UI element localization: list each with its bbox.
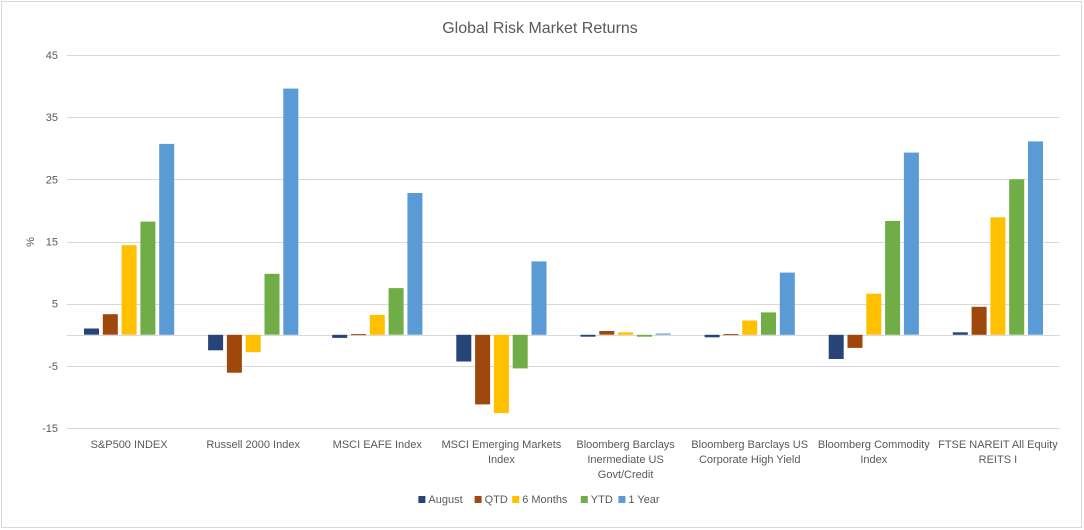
- y-tick-label: 45: [46, 50, 58, 62]
- x-category-label: REITS I: [979, 454, 1018, 466]
- bar: [990, 217, 1006, 335]
- legend-swatch: [580, 496, 588, 503]
- bar: [866, 293, 882, 335]
- x-category-label: Index: [860, 454, 887, 466]
- bar: [264, 273, 280, 335]
- legend-swatch: [418, 496, 426, 503]
- bar: [952, 332, 968, 335]
- y-axis-label: %: [25, 237, 37, 247]
- legend: August QTD 6 Months YTD 1 Year: [418, 494, 660, 506]
- bar: [828, 334, 844, 359]
- x-category-label: Bloomberg Barclays: [576, 439, 675, 451]
- x-category-label: Bloomberg Barclays US: [691, 439, 808, 451]
- legend-swatch: [512, 496, 520, 503]
- x-category-label: Russell 2000 Index: [206, 439, 300, 451]
- chart-title: Global Risk Market Returns: [442, 20, 638, 37]
- legend-label: QTD: [485, 494, 508, 506]
- y-tick-label: -15: [42, 423, 58, 435]
- bar: [283, 88, 299, 335]
- bar: [704, 334, 720, 338]
- bar: [351, 334, 366, 336]
- bar: [1009, 179, 1025, 335]
- x-category-label: Govt/Credit: [598, 469, 654, 481]
- x-category-label: Inermediate US: [587, 454, 663, 466]
- y-tick-label: 15: [46, 237, 58, 249]
- bar: [159, 143, 175, 335]
- y-tick-label: 35: [46, 112, 58, 124]
- bar: [903, 152, 919, 335]
- bar: [84, 328, 99, 335]
- bar: [407, 193, 423, 335]
- y-tick-label: 5: [52, 299, 58, 311]
- x-category-label: S&P500 INDEX: [91, 439, 169, 451]
- bar: [723, 334, 739, 336]
- bar: [618, 332, 634, 335]
- x-category-label: Index: [488, 454, 515, 466]
- bar: [885, 221, 901, 335]
- bar: [636, 334, 652, 337]
- y-tick-label: -5: [48, 361, 58, 373]
- legend-label: YTD: [591, 494, 613, 506]
- bar: [121, 245, 137, 335]
- y-tick-label: 25: [46, 174, 58, 186]
- bar: [531, 261, 547, 335]
- bar: [475, 334, 491, 405]
- legend-swatch: [474, 496, 482, 503]
- bar: [456, 334, 472, 362]
- y-axis-ticks: 45 35 25 15 5 -5 -15: [42, 50, 58, 435]
- bar: [580, 334, 596, 337]
- bar: [971, 306, 987, 335]
- bars: [84, 88, 1043, 414]
- bar: [655, 333, 671, 335]
- bar: [369, 314, 385, 335]
- bar: [599, 331, 615, 335]
- bar: [779, 272, 795, 335]
- bar: [847, 334, 863, 348]
- x-category-label: MSCI EAFE Index: [333, 439, 423, 451]
- bar: [493, 334, 509, 414]
- legend-label: 6 Months: [522, 494, 568, 506]
- bar: [742, 320, 758, 335]
- legend-swatch: [618, 496, 626, 503]
- bar: [332, 334, 348, 338]
- bar: [102, 314, 118, 335]
- x-category-label: Corporate High Yield: [699, 454, 801, 466]
- x-axis-categories: S&P500 INDEX Russell 2000 Index MSCI EAFE …: [91, 439, 1059, 481]
- x-category-label: MSCI Emerging Markets: [441, 439, 561, 451]
- bar: [208, 334, 224, 351]
- bar: [1028, 141, 1043, 335]
- gridlines: [67, 55, 1060, 429]
- bar: [512, 334, 528, 369]
- bar: [140, 221, 156, 335]
- bar: [388, 288, 404, 335]
- legend-label: 1 Year: [628, 494, 660, 506]
- bar: [761, 312, 776, 335]
- bar: [226, 334, 242, 373]
- legend-label: August: [428, 494, 462, 506]
- x-category-label: Bloomberg Commodity: [818, 439, 930, 451]
- bar: [245, 334, 261, 353]
- x-category-label: FTSE NAREIT All Equity: [938, 439, 1058, 451]
